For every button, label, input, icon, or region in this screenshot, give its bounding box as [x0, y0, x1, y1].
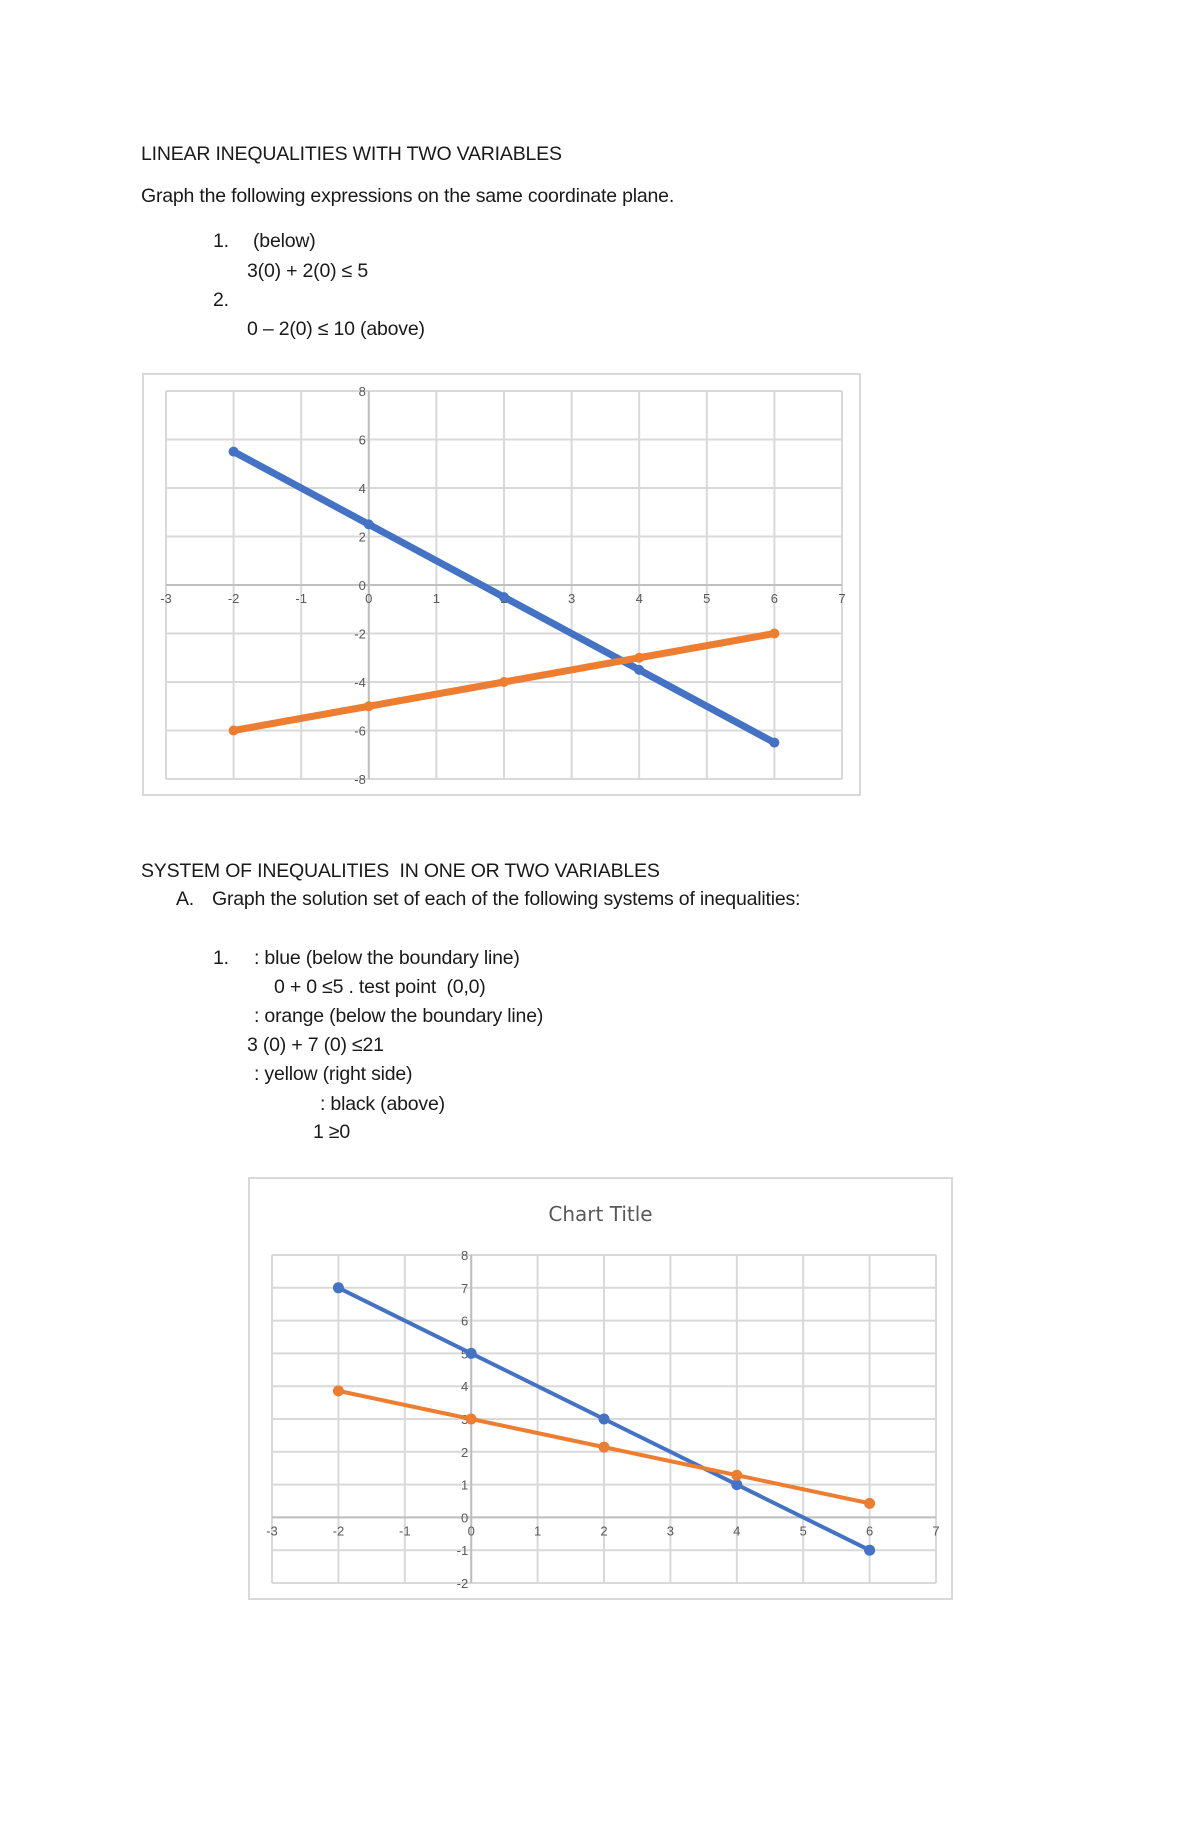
item1-label: (below): [253, 230, 316, 252]
system-line-3: : orange (below the boundary line): [254, 1005, 544, 1027]
y-tick-label: -8: [354, 772, 366, 787]
series-2-point: [634, 652, 645, 663]
series-2-point: [731, 1469, 743, 1481]
system-line-1: : blue (below the boundary line): [254, 947, 520, 969]
system-item-number: 1.: [213, 947, 229, 969]
section2-sub-letter: A.: [176, 888, 195, 910]
y-tick-label: -4: [354, 675, 366, 690]
series-1-point: [465, 1347, 477, 1359]
system-line-6: : black (above): [320, 1093, 445, 1115]
x-tick-label: 7: [932, 1523, 939, 1538]
x-tick-label: 4: [733, 1523, 740, 1538]
item1-test: 3(0) + 2(0) ≤ 5: [247, 260, 368, 282]
item1-number: 1.: [213, 230, 229, 252]
series-2-point: [228, 725, 239, 736]
x-tick-label: 6: [771, 591, 778, 606]
item2-number: 2.: [213, 289, 229, 311]
y-tick-label: 8: [359, 384, 366, 399]
x-tick-label: 3: [568, 591, 575, 606]
series-1-point: [332, 1282, 344, 1294]
series-2-point: [363, 701, 374, 712]
section2-heading: SYSTEM OF INEQUALITIES IN ONE OR TWO VAR…: [141, 860, 660, 882]
y-tick-label: 6: [359, 433, 366, 448]
series-1-point: [598, 1413, 610, 1425]
y-tick-label: 4: [461, 1379, 468, 1394]
y-tick-label: 0: [461, 1510, 468, 1525]
x-tick-label: 4: [636, 591, 643, 606]
section1-instruction: Graph the following expressions on the s…: [141, 185, 675, 207]
x-tick-label: 0: [365, 591, 372, 606]
x-tick-label: -1: [295, 591, 307, 606]
y-tick-label: 2: [359, 530, 366, 545]
y-tick-label: 1: [461, 1478, 468, 1493]
series-1-point: [499, 592, 509, 603]
item2-test: 0 – 2(0) ≤ 10 (above): [247, 318, 425, 340]
y-tick-label: -1: [457, 1543, 469, 1558]
y-tick-label: -6: [354, 724, 366, 739]
x-tick-label: 1: [534, 1523, 541, 1538]
y-tick-label: 2: [461, 1445, 468, 1460]
x-tick-label: -2: [228, 591, 240, 606]
system-line-4: 3 (0) + 7 (0) ≤21: [247, 1034, 384, 1056]
y-tick-label: -2: [354, 627, 366, 642]
x-tick-label: 5: [800, 1523, 807, 1538]
series-2-point: [499, 677, 509, 687]
series-1-point: [769, 737, 780, 748]
series-1-point: [634, 664, 645, 675]
series-2-point: [465, 1413, 477, 1425]
series-2-point: [864, 1497, 876, 1509]
section1-heading: LINEAR INEQUALITIES WITH TWO VARIABLES: [141, 143, 562, 165]
x-tick-label: 1: [433, 591, 440, 606]
x-tick-label: 7: [838, 591, 845, 606]
series-1-point: [228, 446, 239, 457]
chart-2: Chart Title -3 -2 -1 0 1 2 3 4 5 6 7 -2 -1 0 1 2 3 4 5 6 7 8: [248, 1177, 953, 1600]
series-2-point: [332, 1385, 344, 1397]
x-tick-label: 3: [667, 1523, 674, 1538]
x-tick-label: 0: [468, 1523, 475, 1538]
y-tick-label: 5: [461, 1346, 468, 1361]
x-tick-label: -3: [160, 591, 172, 606]
y-tick-label: 7: [461, 1281, 468, 1296]
y-tick-label: 8: [461, 1248, 468, 1263]
y-tick-label: 4: [359, 481, 366, 496]
series-1-point: [864, 1544, 876, 1556]
series-1-point: [731, 1479, 743, 1491]
series-2-point: [769, 628, 780, 639]
system-line-7: 1 ≥0: [313, 1121, 351, 1143]
x-tick-label: 6: [866, 1523, 873, 1538]
x-tick-label: -1: [399, 1523, 411, 1538]
x-tick-label: 2: [600, 1523, 607, 1538]
section2-sub-text: Graph the solution set of each of the fo…: [212, 888, 801, 910]
x-tick-label: -2: [333, 1523, 345, 1538]
series-1-point: [363, 519, 374, 530]
x-tick-label: 5: [703, 591, 710, 606]
chart-2-title: Chart Title: [548, 1202, 653, 1226]
x-tick-label: -3: [266, 1523, 278, 1538]
system-line-2: 0 + 0 ≤5 . test point (0,0): [274, 976, 486, 998]
y-tick-label: 0: [359, 578, 366, 593]
y-tick-label: -2: [457, 1576, 469, 1591]
system-line-5: : yellow (right side): [254, 1063, 413, 1085]
series-2-point: [598, 1441, 610, 1453]
y-tick-label: 6: [461, 1314, 468, 1329]
